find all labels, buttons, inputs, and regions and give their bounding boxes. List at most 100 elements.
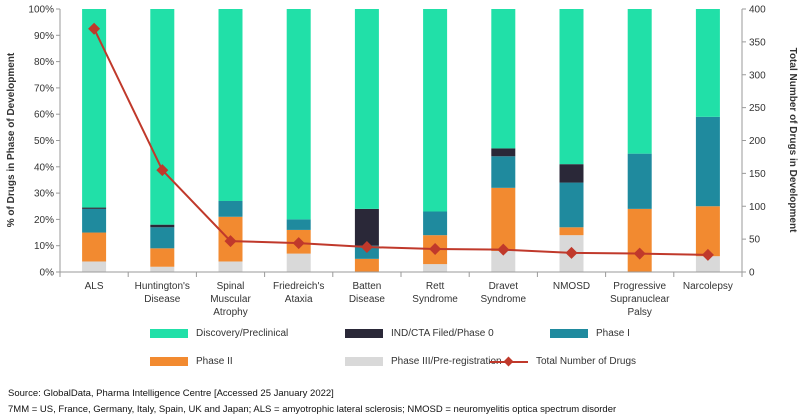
legend-item-phase-2: Phase II xyxy=(150,356,233,367)
y-tick-label-1: 10% xyxy=(34,241,54,252)
y-axis-title: % of Drugs in Phase of Development xyxy=(6,52,17,227)
bar-segment-1-8 xyxy=(627,208,652,272)
y2-tick-label-3: 150 xyxy=(749,169,766,180)
bar-segment-4-6 xyxy=(491,9,516,149)
legend-label-phase-1: Phase I xyxy=(596,328,630,339)
abbreviations-footnote: 7MM = US, France, Germany, Italy, Spain,… xyxy=(8,404,617,415)
bar-segment-3-4 xyxy=(354,208,379,246)
bar-segment-4-5 xyxy=(423,9,448,212)
total-drugs-marker-6 xyxy=(497,243,510,256)
total-drugs-marker-5 xyxy=(429,242,442,255)
bar-segment-2-9 xyxy=(695,116,720,207)
legend-label-phase-3: Phase III/Pre-registration xyxy=(391,356,502,367)
legend-label-total-drugs: Total Number of Drugs xyxy=(536,356,637,367)
bar-segment-2-8 xyxy=(627,153,652,209)
category-label-5: Rett Syndrome xyxy=(412,281,458,305)
y2-tick-label-6: 300 xyxy=(749,70,766,81)
total-drugs-marker-8 xyxy=(633,247,646,260)
category-label-4: Batten Disease xyxy=(349,281,386,305)
total-drugs-marker-7 xyxy=(565,246,578,259)
bar-segment-1-7 xyxy=(559,227,584,236)
y2-tick-label-1: 50 xyxy=(749,235,761,246)
y-tick-label-8: 80% xyxy=(34,57,54,68)
y2-tick-label-5: 250 xyxy=(749,103,766,114)
y-tick-label-9: 90% xyxy=(34,31,54,42)
bar-segment-4-7 xyxy=(559,9,584,165)
category-label-2: Spinal Muscular Atrophy xyxy=(210,281,251,318)
bar-segment-2-0 xyxy=(82,208,107,233)
bar-segment-4-1 xyxy=(150,9,175,225)
bar-segment-2-1 xyxy=(150,227,175,249)
bar-segment-2-7 xyxy=(559,182,584,228)
source-footnote: Source: GlobalData, Pharma Intelligence … xyxy=(8,388,334,399)
legend-label-discovery: Discovery/Preclinical xyxy=(196,328,289,339)
bar-segment-2-6 xyxy=(491,156,516,188)
bar-segment-1-1 xyxy=(150,248,175,267)
y-tick-label-10: 100% xyxy=(28,5,54,16)
legend-item-total-drugs: Total Number of Drugs xyxy=(490,356,636,367)
bar-segment-1-9 xyxy=(695,206,720,257)
legend-item-phase-3: Phase III/Pre-registration xyxy=(345,356,502,367)
y-tick-label-5: 50% xyxy=(34,136,54,147)
legend-item-ind-cta: IND/CTA Filed/Phase 0 xyxy=(345,328,494,339)
category-label-1: Huntington's Disease xyxy=(135,281,190,305)
bar-segment-4-4 xyxy=(354,9,379,209)
bars-layer xyxy=(82,9,720,272)
bar-segment-4-3 xyxy=(286,9,311,220)
total-drugs-line xyxy=(93,28,708,256)
category-label-3: Friedreich's Ataxia xyxy=(273,281,324,305)
axes-layer: 0% 10% 20% 30% 40% 50% 60% 70% 80% 90% 100% 0 50 100 1… xyxy=(28,5,766,319)
total-drugs-marker-3 xyxy=(292,237,305,250)
category-label-8: Progressive Supranuclear Palsy xyxy=(610,281,670,318)
legend-swatch-phase-3 xyxy=(345,357,383,366)
category-label-9: Narcolepsy xyxy=(683,281,733,292)
bar-segment-0-2 xyxy=(218,261,243,272)
bar-segment-2-2 xyxy=(218,200,243,217)
category-label-6: Dravet Syndrome xyxy=(481,281,527,305)
y-tick-label-3: 30% xyxy=(34,189,54,200)
total-drugs-line-layer xyxy=(88,22,714,261)
y2-tick-label-8: 400 xyxy=(749,5,766,16)
total-drugs-marker-1 xyxy=(156,164,169,177)
y2-tick-label-2: 100 xyxy=(749,202,766,213)
legend-label-ind-cta: IND/CTA Filed/Phase 0 xyxy=(391,328,494,339)
y-tick-label-6: 60% xyxy=(34,110,54,121)
legend-label-phase-2: Phase II xyxy=(196,356,233,367)
stacked-bar-chart: 0% 10% 20% 30% 40% 50% 60% 70% 80% 90% 100% 0 50 100 1… xyxy=(6,5,798,319)
bar-segment-4-9 xyxy=(695,9,720,117)
bar-segment-0-3 xyxy=(286,253,311,272)
legend-swatch-total-drugs xyxy=(490,356,528,367)
bar-segment-1-4 xyxy=(354,258,379,272)
y-tick-label-0: 0% xyxy=(40,268,55,279)
y-tick-label-7: 70% xyxy=(34,83,54,94)
total-drugs-marker-0 xyxy=(88,22,101,35)
bar-segment-4-8 xyxy=(627,9,652,154)
bar-segment-4-2 xyxy=(218,9,243,201)
total-drugs-marker-4 xyxy=(360,241,373,254)
legend-swatch-phase-1 xyxy=(550,329,588,338)
bar-segment-3-1 xyxy=(150,224,175,228)
legend-swatch-discovery xyxy=(150,329,188,338)
bar-segment-1-6 xyxy=(491,187,516,251)
bar-segment-3-0 xyxy=(82,207,107,209)
legend-item-phase-1: Phase I xyxy=(550,328,630,339)
category-label-7: NMOSD xyxy=(553,281,590,292)
category-label-0: ALS xyxy=(85,281,104,292)
bar-segment-0-0 xyxy=(82,261,107,272)
bar-segment-4-0 xyxy=(82,9,107,208)
bar-segment-2-3 xyxy=(286,219,311,230)
y2-axis-title: Total Number of Drugs in Development xyxy=(787,48,798,233)
total-drugs-marker-9 xyxy=(701,248,714,261)
bar-segment-3-7 xyxy=(559,164,584,183)
bar-segment-0-1 xyxy=(150,266,175,272)
legend-item-discovery: Discovery/Preclinical xyxy=(150,328,288,339)
y2-tick-label-7: 350 xyxy=(749,37,766,48)
bar-segment-1-0 xyxy=(82,232,107,262)
legend-swatch-phase-2 xyxy=(150,357,188,366)
y2-tick-label-4: 200 xyxy=(749,136,766,147)
y2-tick-label-0: 0 xyxy=(749,268,755,279)
legend-swatch-ind-cta xyxy=(345,329,383,338)
bar-segment-0-9 xyxy=(695,256,720,272)
total-drugs-marker-2 xyxy=(224,235,237,248)
bar-segment-2-5 xyxy=(423,211,448,236)
